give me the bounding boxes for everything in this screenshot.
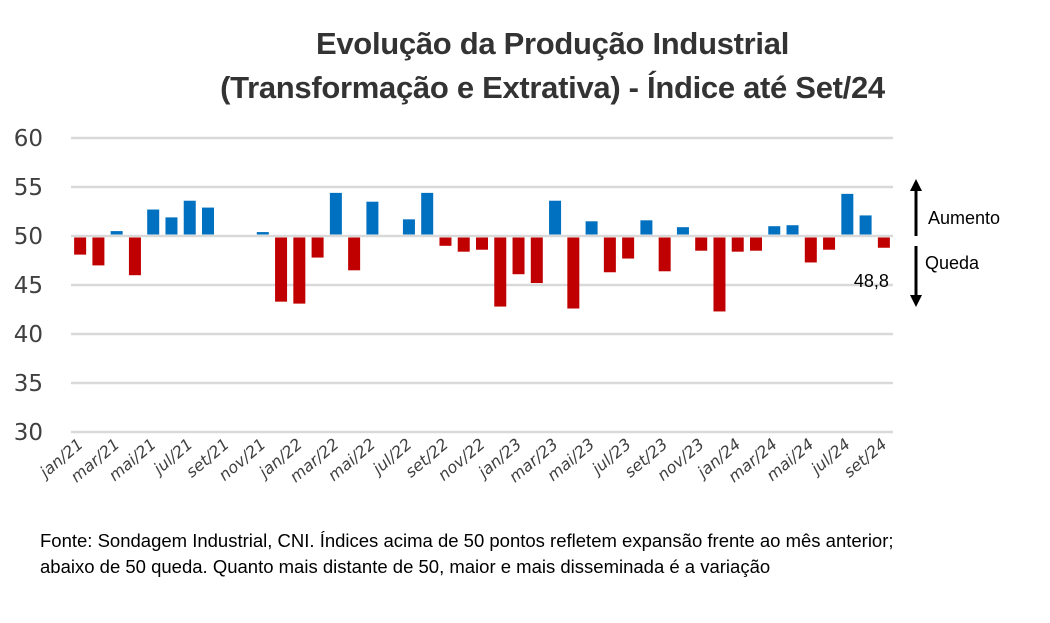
bar-abr-24 (786, 225, 799, 235)
bar-nov-23 (695, 237, 708, 251)
bar-jul-24 (841, 193, 854, 235)
bar-jun-24 (823, 237, 836, 250)
annotation-aumento: Aumento (928, 208, 1000, 228)
y-axis: 60 55 50 45 40 35 30 (14, 126, 43, 446)
y-tick-label: 35 (14, 371, 43, 397)
bars (74, 192, 890, 312)
y-tick-label: 30 (14, 420, 43, 446)
bar-mar-21 (110, 231, 123, 235)
footnote: Fonte: Sondagem Industrial, CNI. Índices… (40, 530, 894, 577)
y-tick-label: 60 (14, 126, 43, 152)
x-axis: jan/21mar/21mai/21jul/21set/21nov/21jan/… (35, 435, 891, 487)
bar-out-23 (676, 227, 689, 235)
chart-title-line-1: Evolução da Produção Industrial (315, 26, 790, 61)
bar-jan-23 (512, 237, 525, 275)
bar-set-24 (877, 237, 890, 248)
gridlines (71, 136, 893, 434)
bar-out-22 (457, 237, 470, 252)
bar-abr-22 (348, 237, 361, 271)
chart-title: Evolução da Produção Industrial (Transfo… (0, 22, 1050, 110)
data-label: 48,8 (854, 271, 889, 291)
up-arrow-head-icon (910, 179, 922, 191)
bar-ago-22 (421, 192, 434, 235)
down-arrow-head-icon (910, 295, 922, 307)
bar-fev-21 (92, 237, 105, 266)
bar-jul-23 (622, 237, 635, 259)
bar-set-22 (439, 237, 452, 246)
bar-ago-23 (640, 220, 653, 235)
bar-jan-21 (74, 237, 87, 255)
annotation-queda: Queda (925, 253, 980, 273)
data-labels: 48,8 (854, 271, 889, 291)
bar-dez-21 (275, 237, 288, 302)
bar-jul-21 (183, 200, 196, 235)
chart-title-line-2: (Transformação e Extrativa) - Índice até… (220, 70, 885, 105)
bar-dez-23 (713, 237, 726, 312)
bar-jan-22 (293, 237, 306, 304)
bar-mar-24 (768, 226, 781, 235)
bar-mai-22 (366, 201, 379, 235)
y-tick-label: 40 (14, 322, 43, 348)
bar-set-23 (658, 237, 671, 272)
bar-mai-23 (585, 221, 598, 235)
bar-mar-22 (329, 192, 342, 235)
y-tick-label: 55 (14, 175, 43, 201)
bar-mai-24 (804, 237, 817, 263)
bar-abr-23 (567, 237, 580, 309)
y-tick-label: 45 (14, 273, 43, 299)
bar-jun-21 (165, 217, 178, 235)
bar-ago-24 (859, 215, 872, 235)
bar-nov-21 (256, 232, 269, 235)
bar-mar-23 (549, 200, 562, 235)
y-tick-label: 50 (14, 224, 43, 250)
bar-mai-21 (147, 209, 160, 235)
bar-jun-23 (603, 237, 616, 273)
bar-abr-21 (128, 237, 141, 276)
annotations: Aumento Queda (910, 179, 1000, 307)
bar-fev-22 (311, 237, 324, 258)
bar-nov-22 (476, 237, 488, 250)
bar-jul-22 (402, 219, 415, 235)
bar-dez-22 (494, 237, 507, 307)
bar-fev-23 (530, 237, 543, 284)
bar-jan-24 (731, 237, 744, 252)
bar-ago-21 (202, 207, 214, 235)
bar-fev-24 (750, 237, 762, 251)
